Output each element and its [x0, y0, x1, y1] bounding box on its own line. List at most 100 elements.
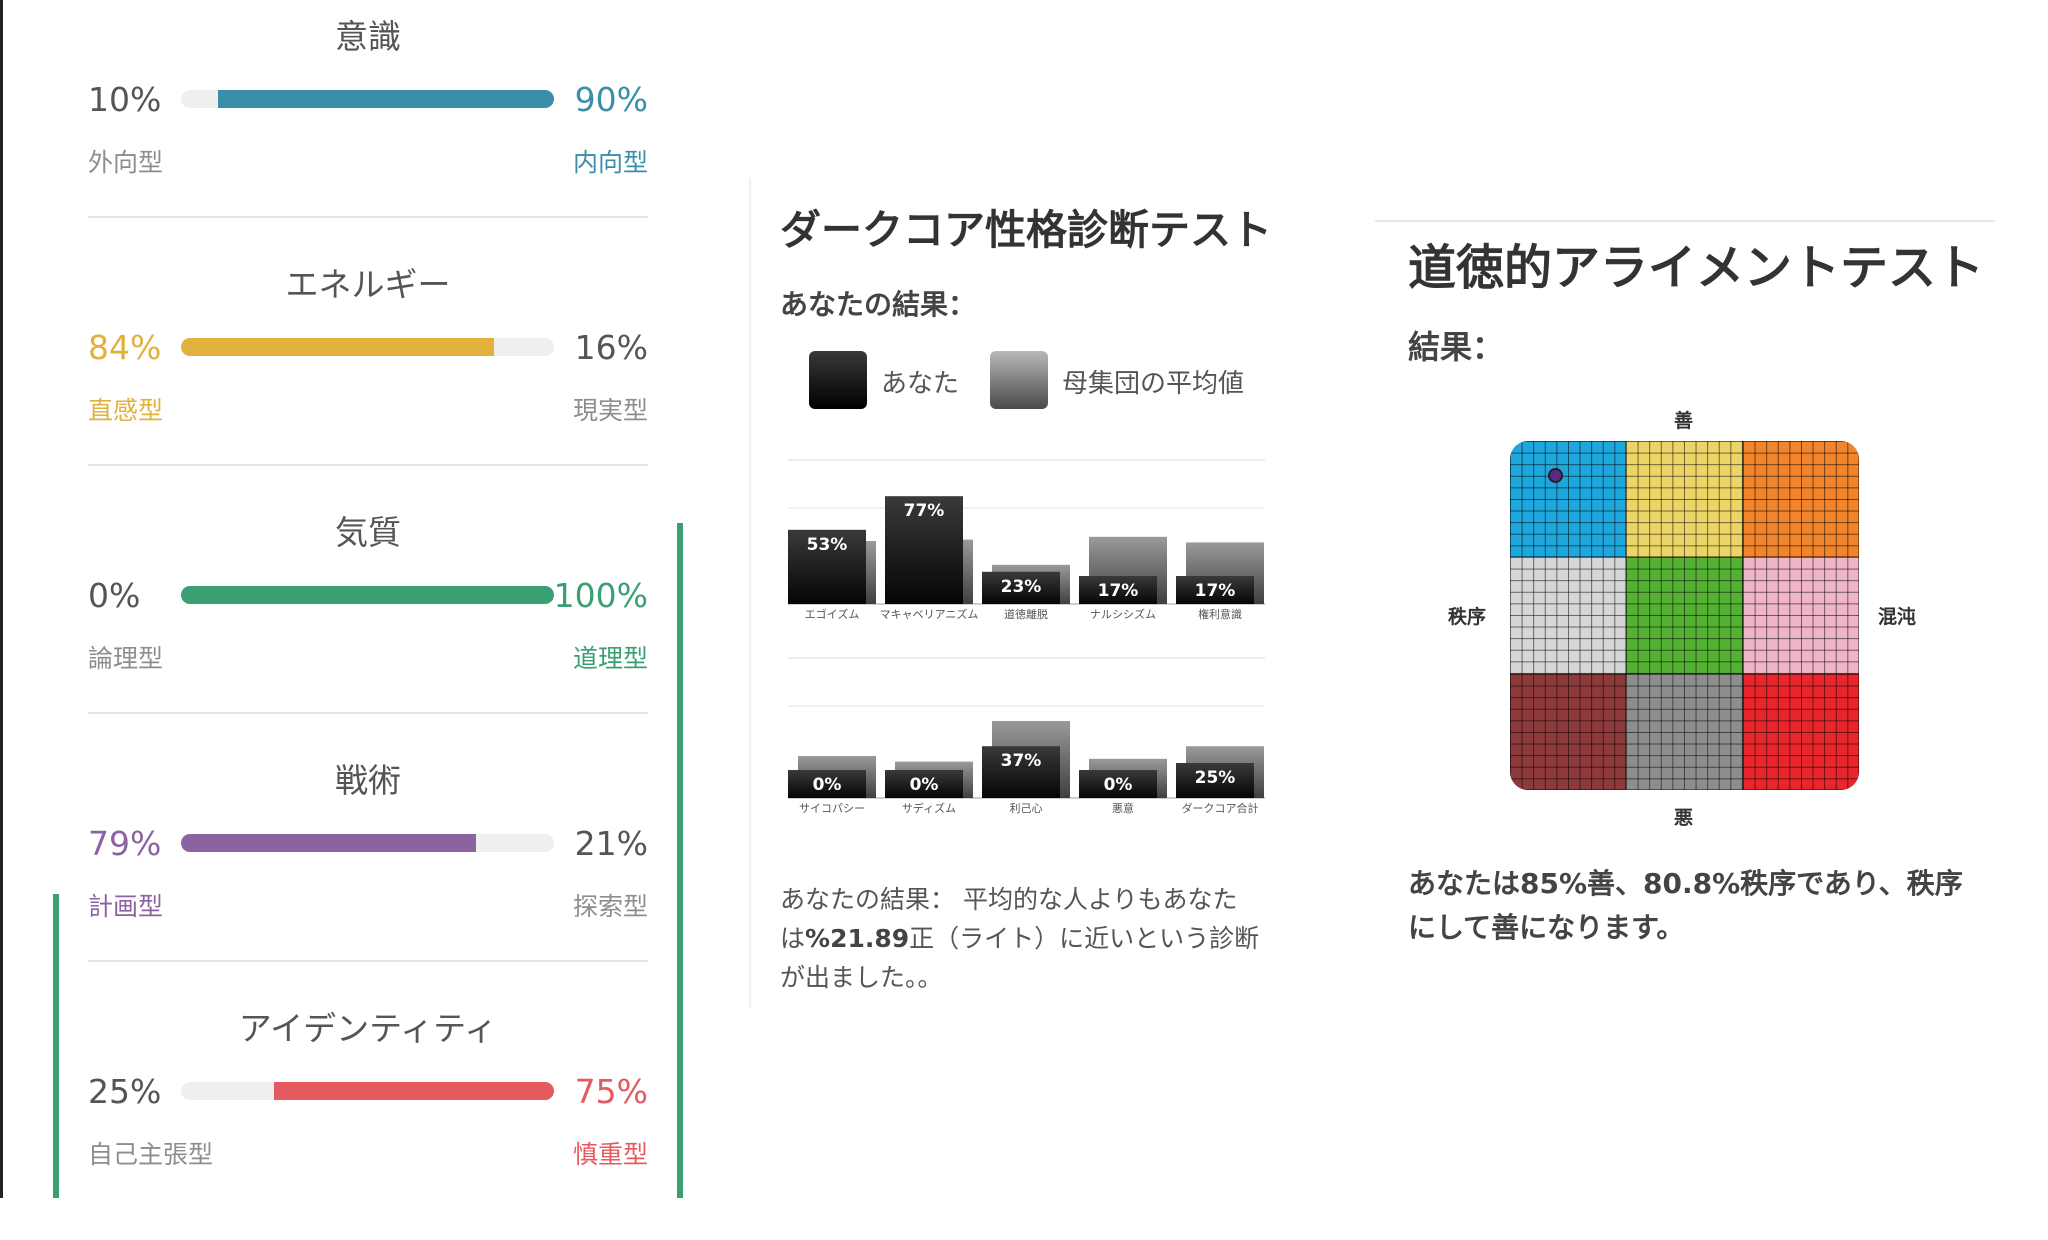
trait-right-percent: 90%	[574, 80, 648, 119]
category-label: サイコパシー	[799, 802, 865, 815]
bar-value-label: 17%	[1098, 581, 1139, 601]
trait-bar-track	[181, 338, 554, 356]
trait-bar-track	[181, 1082, 554, 1100]
alignment-cell	[1742, 441, 1859, 558]
bar-value-label: 0%	[1104, 775, 1133, 795]
trait-bar-track	[181, 586, 554, 604]
trait-left-percent: 10%	[88, 80, 162, 119]
bar-value-label: 77%	[904, 501, 945, 521]
trait-tactics: 戦術 79% 21% 計画型 探索型	[88, 744, 648, 992]
trait-left-type: 直感型	[88, 396, 164, 425]
trait-right-type: 内向型	[572, 148, 648, 177]
trait-left-type: 自己主張型	[88, 1140, 214, 1169]
bar-you	[1079, 576, 1157, 604]
trait-bar-track	[181, 90, 554, 108]
trait-left-type: 計画型	[88, 892, 164, 921]
alignment-cell	[1510, 673, 1627, 790]
dark-core-result-prefix: あなたの結果： 平均的な人よりもあなたは	[780, 885, 1238, 953]
category-label: サディズム	[902, 801, 956, 815]
trait-right-percent: 16%	[574, 328, 648, 367]
axis-label-chaotic: 混沌	[1878, 606, 1917, 628]
trait-left-percent: 0%	[88, 576, 141, 615]
bar-value-label: 23%	[1001, 577, 1042, 597]
bar-you	[1176, 763, 1254, 798]
trait-right-percent: 21%	[574, 824, 648, 863]
bar-you	[1079, 770, 1157, 798]
trait-title: 気質	[335, 513, 401, 552]
trait-bar-fill	[218, 90, 554, 108]
trait-nature: 気質 0% 100% 論理型 道理型	[88, 496, 648, 744]
trait-left-type: 外向型	[88, 148, 164, 177]
bar-you	[788, 529, 866, 604]
bar-you	[1176, 576, 1254, 604]
legend-swatch-average	[990, 351, 1048, 409]
category-label: マキャベリアニズム	[880, 607, 979, 621]
trait-left-percent: 84%	[88, 328, 162, 367]
legend-label-average: 母集団の平均値	[1062, 369, 1245, 399]
section-rule	[1375, 220, 1995, 222]
trait-right-percent: 100%	[553, 576, 648, 615]
trait-divider	[88, 464, 648, 466]
bar-you	[885, 770, 963, 798]
bar-you	[982, 571, 1060, 604]
alignment-marker	[1547, 468, 1563, 484]
bar-you	[982, 746, 1060, 798]
legend-label-you: あなた	[881, 369, 960, 399]
alignment-cell	[1626, 673, 1743, 790]
alignment-grid	[1510, 441, 1859, 790]
trait-title: 意識	[335, 17, 401, 56]
category-label: エゴイズム	[805, 607, 860, 621]
window-left-edge	[0, 0, 3, 1198]
alignment-result: あなたは85%善、80.8%秩序であり、秩序にして善になります。	[1408, 867, 1963, 944]
trait-right-type: 現実型	[572, 396, 648, 425]
dark-core-subtitle: あなたの結果：	[780, 288, 977, 321]
trait-title: アイデンティティ	[238, 1009, 498, 1048]
trait-left-percent: 25%	[88, 1072, 162, 1111]
trait-bar-fill	[181, 338, 495, 356]
category-label: ダークコア合計	[1182, 801, 1259, 815]
trait-bar-fill	[181, 586, 554, 604]
accent-line-left	[53, 894, 59, 1198]
alignment-title: 道徳的アライメントテスト	[1408, 240, 1985, 296]
trait-right-type: 慎重型	[572, 1140, 648, 1169]
trait-divider	[88, 216, 648, 218]
trait-bar-fill	[181, 834, 476, 852]
category-label: 悪意	[1112, 801, 1134, 815]
trait-title: 戦術	[335, 761, 401, 800]
alignment-cell	[1626, 557, 1743, 674]
bar-value-label: 0%	[910, 775, 939, 795]
dark-core-title: ダークコア性格診断テスト	[780, 206, 1272, 254]
dark-core-bar-chart: 53% エゴイズム 77% マキャベリアニズム 23% 道徳離脱 17% ナルシシズム 17% 権…	[788, 459, 1265, 815]
alignment-subtitle: 結果：	[1408, 328, 1505, 366]
bar-you	[788, 770, 866, 798]
bar-value-label: 0%	[813, 775, 842, 795]
bar-value-label: 17%	[1195, 581, 1236, 601]
trait-energy: エネルギー 84% 16% 直感型 現実型	[88, 248, 648, 496]
alignment-cell	[1742, 673, 1859, 790]
trait-consciousness: 意識 10% 90% 外向型 内向型	[88, 0, 648, 248]
alignment-cell	[1510, 557, 1627, 674]
category-label: ナルシシズム	[1090, 607, 1156, 621]
category-label: 権利意識	[1198, 607, 1242, 621]
bar-value-label: 25%	[1195, 768, 1236, 788]
alignment-cell	[1742, 557, 1859, 674]
trait-identity: アイデンティティ 25% 75% 自己主張型 慎重型	[88, 992, 648, 1240]
legend-swatch-you	[809, 351, 867, 409]
accent-line-right	[677, 523, 683, 1198]
axis-label-lawful: 秩序	[1448, 606, 1487, 628]
trait-left-type: 論理型	[88, 644, 164, 673]
dark-core-result-value: %21.89	[805, 924, 910, 953]
trait-divider	[88, 960, 648, 962]
category-label: 利己心	[1010, 802, 1043, 815]
trait-left-percent: 79%	[88, 824, 162, 863]
panel-separator	[749, 178, 751, 1008]
trait-divider	[88, 712, 648, 714]
category-label: 道徳離脱	[1004, 607, 1048, 621]
axis-label-good: 善	[1674, 410, 1694, 432]
trait-right-type: 道理型	[572, 644, 648, 673]
bar-value-label: 53%	[807, 535, 848, 555]
alignment-cell	[1626, 441, 1743, 558]
dark-core-result: あなたの結果： 平均的な人よりもあなたは%21.89正（ライト）に近いという診断…	[780, 880, 1280, 997]
bar-you	[885, 496, 963, 604]
trait-right-type: 探索型	[572, 892, 648, 921]
